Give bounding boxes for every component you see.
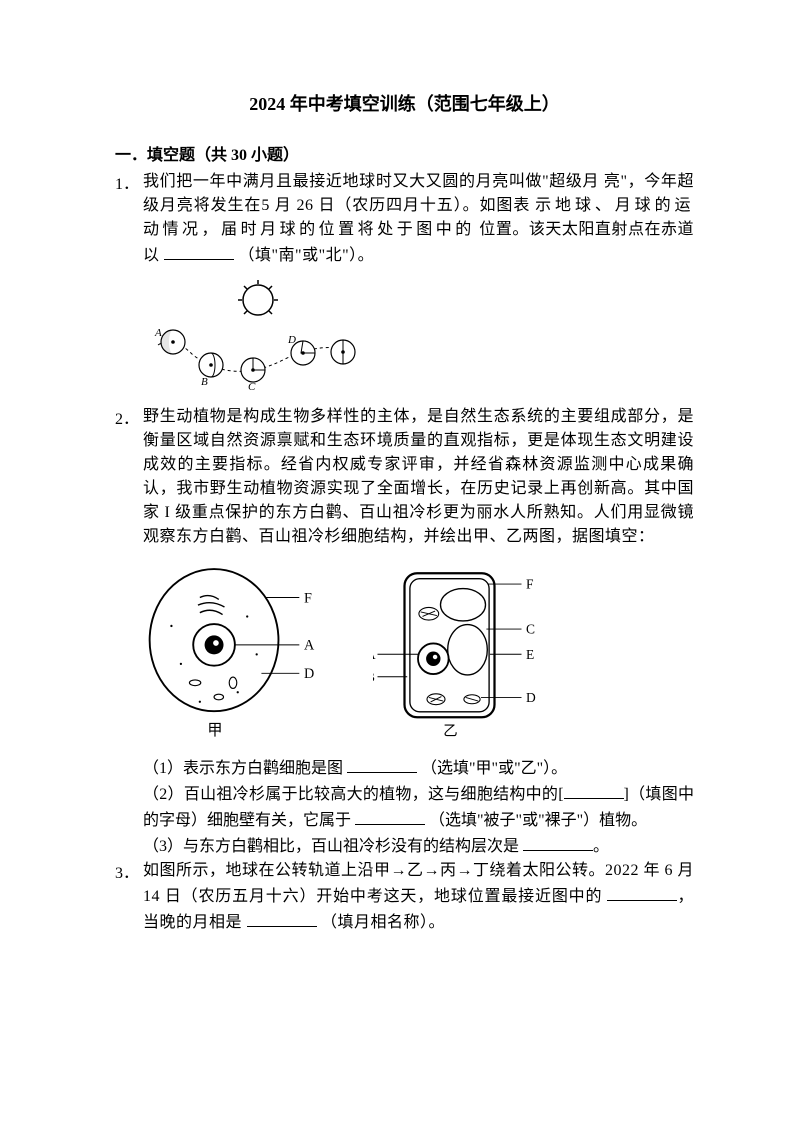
blank [355, 807, 425, 825]
blank [607, 883, 677, 901]
label-f: F [304, 590, 312, 606]
q-num: 3． [115, 859, 143, 935]
q2-sub1: （1）表示东方白鹳细胞是图 （选填"甲"或"乙"）。 [143, 755, 694, 781]
text: （2）百山祖冷杉属于比较高大的植物，这与细胞结构中的[ [143, 786, 564, 803]
label-a: A [373, 647, 376, 662]
label-d: D [526, 690, 536, 705]
page-title: 2024 年中考填空训练（范围七年级上） [115, 90, 694, 116]
label-b: B [373, 669, 375, 684]
cell-yi: F C E D A B 乙 [373, 557, 553, 747]
label-b: B [201, 376, 208, 388]
text: 。 [593, 838, 609, 855]
text: （选填"被子"或"裸子"）植物。 [425, 812, 647, 829]
label-c: C [526, 622, 535, 637]
blank [523, 833, 593, 851]
cell-yi-label: 乙 [443, 723, 457, 739]
q-body: 我们把一年中满月且最接近地球时又大又圆的月亮叫做"超级月 亮"，今年超级月亮将发… [143, 170, 694, 268]
section-header: 一．填空题（共 30 小题） [115, 141, 694, 165]
text: （3）与东方白鹳相比，百山祖冷杉没有的结构层次是 [143, 838, 523, 855]
q2-sub3: （3）与东方白鹳相比，百山祖冷杉没有的结构层次是 。 [143, 833, 694, 859]
text: （填月相名称）。 [317, 914, 446, 931]
blank [347, 755, 417, 773]
q-body: 野生动植物是构成生物多样性的主体，是自然生态系统的主要组成部分，是衡量区域自然资… [143, 405, 694, 549]
question-2: 2． 野生动植物是构成生物多样性的主体，是自然生态系统的主要组成部分，是衡量区域… [115, 405, 694, 549]
label-a: A [154, 327, 162, 339]
label-e: E [526, 647, 534, 662]
question-3: 3． 如图所示，地球在公转轨道上沿甲→乙→丙→丁绕着太阳公转。2022 年 6 … [115, 859, 694, 935]
blank [564, 781, 624, 799]
question-1: 1． 我们把一年中满月且最接近地球时又大又圆的月亮叫做"超级月 亮"，今年超级月… [115, 170, 694, 268]
cell-jia-label: 甲 [207, 722, 222, 739]
q-body: 如图所示，地球在公转轨道上沿甲→乙→丙→丁绕着太阳公转。2022 年 6 月 1… [143, 859, 694, 935]
q2-text: 野生动植物是构成生物多样性的主体，是自然生态系统的主要组成部分，是衡量区域自然资… [143, 408, 694, 545]
q-num: 2． [115, 405, 143, 549]
label-a: A [304, 638, 315, 654]
q1-line1: 我们把一年中满月且最接近地球时又大又圆的月亮叫做"超级月 [143, 173, 599, 190]
text: （选填"甲"或"乙"）。 [417, 760, 567, 777]
cell-jia: F A D 甲 [143, 557, 323, 747]
label-d: D [304, 666, 314, 682]
label-f: F [526, 577, 534, 592]
label-d: D [287, 334, 296, 346]
cell-diagrams: F A D 甲 F C E D A B 乙 [143, 557, 694, 747]
blank [164, 242, 234, 260]
label-c: C [248, 381, 256, 390]
q1-line4b: （填"南"或"北"）。 [234, 247, 374, 264]
q-num: 1． [115, 170, 143, 268]
q2-sub2: （2）百山祖冷杉属于比较高大的植物，这与细胞结构中的[]（填图中的字母）细胞壁有… [143, 781, 694, 833]
text: （1）表示东方白鹳细胞是图 [143, 760, 347, 777]
blank [247, 909, 317, 927]
orbit-diagram: A B C D [143, 280, 363, 390]
